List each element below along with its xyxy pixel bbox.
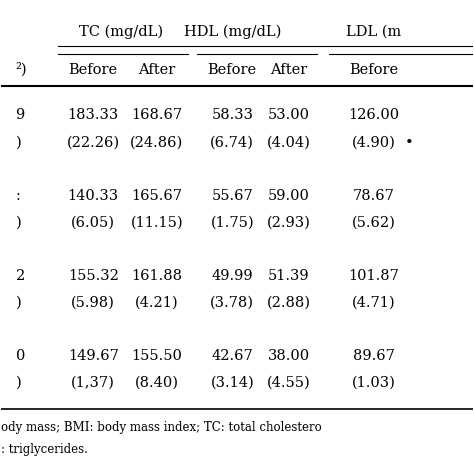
Text: (3.14): (3.14) xyxy=(210,376,254,390)
Text: (1.03): (1.03) xyxy=(352,376,396,390)
Text: : triglycerides.: : triglycerides. xyxy=(1,444,88,456)
Text: 101.87: 101.87 xyxy=(348,269,399,283)
Text: 49.99: 49.99 xyxy=(211,269,253,283)
Text: (4.04): (4.04) xyxy=(267,136,311,150)
Text: (4.71): (4.71) xyxy=(352,296,395,310)
Text: (8.40): (8.40) xyxy=(135,376,179,390)
Text: (2.93): (2.93) xyxy=(267,216,311,230)
Text: 149.67: 149.67 xyxy=(68,349,118,363)
Text: (5.62): (5.62) xyxy=(352,216,396,230)
Text: 89.67: 89.67 xyxy=(353,349,394,363)
Text: (1.75): (1.75) xyxy=(210,216,254,230)
Text: Before: Before xyxy=(208,63,257,77)
Text: Before: Before xyxy=(349,63,398,77)
Text: ): ) xyxy=(16,376,21,390)
Text: (22.26): (22.26) xyxy=(67,136,120,150)
Text: 2: 2 xyxy=(16,269,25,283)
Text: (4.55): (4.55) xyxy=(267,376,311,390)
Text: Before: Before xyxy=(69,63,118,77)
Text: (6.05): (6.05) xyxy=(71,216,115,230)
Text: After: After xyxy=(138,63,175,77)
Text: (24.86): (24.86) xyxy=(130,136,183,150)
Text: HDL (mg/dL): HDL (mg/dL) xyxy=(183,25,281,39)
Text: 59.00: 59.00 xyxy=(268,189,310,202)
Text: 183.33: 183.33 xyxy=(68,109,119,122)
Text: ): ) xyxy=(16,216,21,230)
Text: (4.21): (4.21) xyxy=(135,296,179,310)
Text: :: : xyxy=(16,189,20,202)
Text: TC (mg/dL): TC (mg/dL) xyxy=(80,25,164,39)
Text: •: • xyxy=(404,136,413,150)
Text: LDL (m: LDL (m xyxy=(346,25,401,39)
Text: ody mass; BMI: body mass index; TC: total cholestero: ody mass; BMI: body mass index; TC: tota… xyxy=(1,421,322,434)
Text: 53.00: 53.00 xyxy=(268,109,310,122)
Text: 155.32: 155.32 xyxy=(68,269,118,283)
Text: (3.78): (3.78) xyxy=(210,296,254,310)
Text: ): ) xyxy=(16,296,21,310)
Text: 55.67: 55.67 xyxy=(211,189,253,202)
Text: 126.00: 126.00 xyxy=(348,109,399,122)
Text: (1,37): (1,37) xyxy=(72,376,115,390)
Text: 155.50: 155.50 xyxy=(131,349,182,363)
Text: 140.33: 140.33 xyxy=(68,189,119,202)
Text: 9: 9 xyxy=(16,109,25,122)
Text: 58.33: 58.33 xyxy=(211,109,253,122)
Text: (5.98): (5.98) xyxy=(72,296,115,310)
Text: After: After xyxy=(270,63,308,77)
Text: 51.39: 51.39 xyxy=(268,269,310,283)
Text: 0: 0 xyxy=(16,349,25,363)
Text: 168.67: 168.67 xyxy=(131,109,182,122)
Text: 161.88: 161.88 xyxy=(131,269,182,283)
Text: (6.74): (6.74) xyxy=(210,136,254,150)
Text: ): ) xyxy=(16,136,21,150)
Text: ²): ²) xyxy=(16,63,27,77)
Text: (2.88): (2.88) xyxy=(267,296,311,310)
Text: 165.67: 165.67 xyxy=(131,189,182,202)
Text: 42.67: 42.67 xyxy=(211,349,253,363)
Text: (11.15): (11.15) xyxy=(130,216,183,230)
Text: (4.90): (4.90) xyxy=(352,136,396,150)
Text: 38.00: 38.00 xyxy=(268,349,310,363)
Text: 78.67: 78.67 xyxy=(353,189,394,202)
